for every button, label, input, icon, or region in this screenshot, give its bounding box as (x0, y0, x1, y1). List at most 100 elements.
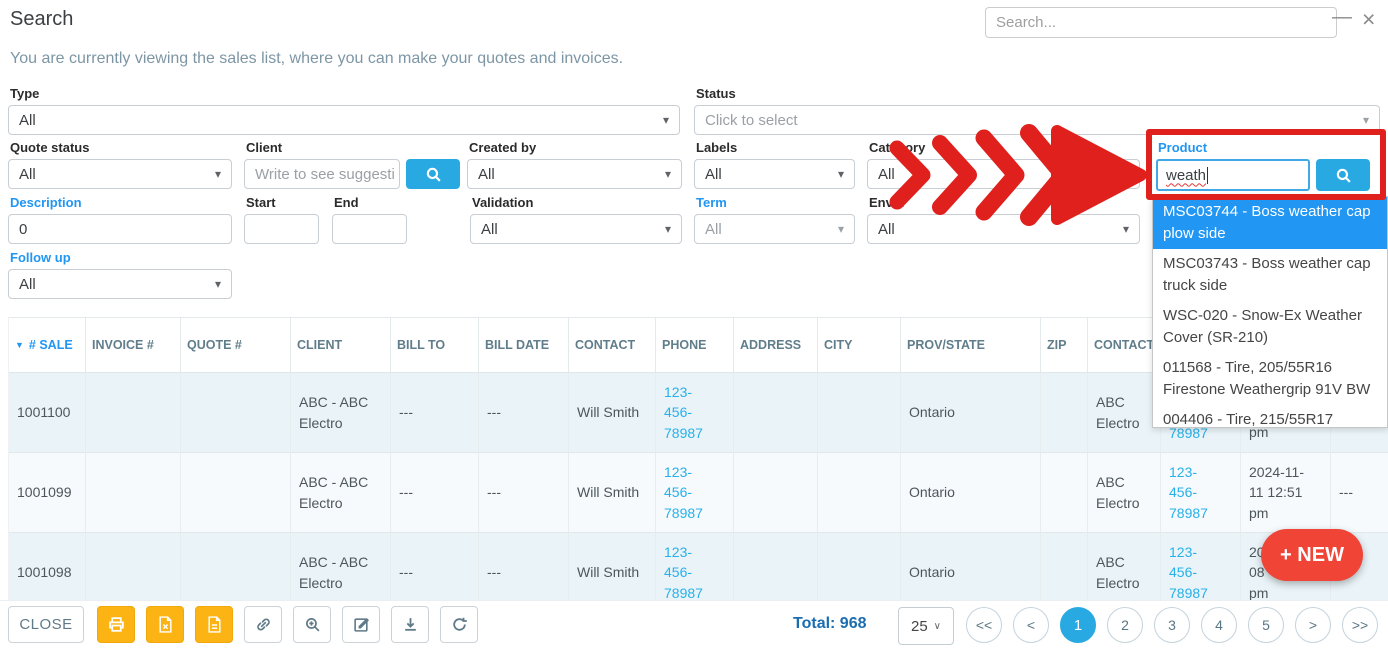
created-by-select[interactable]: All ▾ (467, 159, 682, 189)
end-date-input[interactable] (332, 214, 407, 244)
table-cell[interactable] (86, 453, 181, 533)
product-search-button[interactable] (1316, 159, 1370, 191)
column-header-phone[interactable]: PHONE (656, 318, 734, 373)
page-2-button[interactable]: 2 (1107, 607, 1143, 643)
last-page-button[interactable]: >> (1342, 607, 1378, 643)
suggestion-item[interactable]: 011568 - Tire, 205/55R16 Firestone Weath… (1163, 359, 1371, 398)
labels-select[interactable]: All ▾ (694, 159, 855, 189)
first-page-button[interactable]: << (966, 607, 1002, 643)
table-cell[interactable] (181, 453, 291, 533)
table-cell[interactable] (1041, 533, 1088, 600)
table-cell[interactable]: ABC - ABC Electro (291, 373, 391, 453)
table-cell[interactable]: Will Smith (569, 533, 656, 600)
phone-link[interactable]: 123- 456- 78987 (1161, 453, 1241, 533)
status-select[interactable]: Click to select ▾ (694, 105, 1380, 135)
table-cell[interactable] (1041, 373, 1088, 453)
table-cell[interactable]: --- (479, 373, 569, 453)
table-cell[interactable]: Will Smith (569, 373, 656, 453)
close-button[interactable]: CLOSE (8, 606, 84, 643)
global-search-input[interactable] (985, 7, 1337, 38)
page-1-button[interactable]: 1 (1060, 607, 1096, 643)
suggestion-item[interactable]: 004406 - Tire, 215/55R17 (1163, 411, 1334, 428)
table-cell[interactable]: ABC - ABC Electro (291, 533, 391, 600)
product-input[interactable]: weath (1156, 159, 1310, 191)
column-header-invoice[interactable]: INVOICE # (86, 318, 181, 373)
client-search-button[interactable] (406, 159, 460, 189)
table-cell[interactable]: --- (1331, 453, 1388, 533)
download-button[interactable] (391, 606, 429, 643)
column-header-city[interactable]: CITY (818, 318, 901, 373)
envoi-select[interactable]: All ▾ (867, 214, 1140, 244)
new-sale-button[interactable]: + NEW (1261, 529, 1363, 581)
column-header-client[interactable]: CLIENT (291, 318, 391, 373)
client-input[interactable]: Write to see suggesti (244, 159, 400, 189)
category-select[interactable]: All ▾ (867, 159, 1140, 189)
table-cell[interactable]: 1001100 (9, 373, 86, 453)
suggestion-item[interactable]: MSC03744 - Boss weather cap plow side (1153, 197, 1387, 249)
prev-page-button[interactable]: < (1013, 607, 1049, 643)
refresh-button[interactable] (440, 606, 478, 643)
phone-link[interactable]: 123- 456- 78987 (1161, 533, 1241, 600)
table-cell[interactable] (734, 453, 818, 533)
table-cell[interactable]: --- (391, 533, 479, 600)
table-cell[interactable]: --- (391, 373, 479, 453)
table-cell[interactable] (86, 373, 181, 453)
start-date-input[interactable] (244, 214, 319, 244)
copy-link-button[interactable] (244, 606, 282, 643)
table-cell[interactable]: ABC Electro (1088, 533, 1161, 600)
table-cell[interactable]: 1001099 (9, 453, 86, 533)
table-cell[interactable] (734, 373, 818, 453)
table-cell[interactable]: ABC Electro (1088, 453, 1161, 533)
page-5-button[interactable]: 5 (1248, 607, 1284, 643)
table-cell[interactable] (1041, 453, 1088, 533)
table-cell[interactable]: --- (479, 533, 569, 600)
table-cell[interactable]: 1001098 (9, 533, 86, 600)
suggestion-item[interactable]: WSC-020 - Snow-Ex Weather Cover (SR-210) (1163, 307, 1362, 346)
table-cell[interactable]: ABC Electro (1088, 373, 1161, 453)
page-3-button[interactable]: 3 (1154, 607, 1190, 643)
table-cell[interactable] (181, 533, 291, 600)
column-header-address[interactable]: ADDRESS (734, 318, 818, 373)
column-header-contact2[interactable]: CONTACT (1088, 318, 1161, 373)
print-button[interactable] (97, 606, 135, 643)
phone-link[interactable]: 123- 456- 78987 (656, 453, 734, 533)
column-header-contact[interactable]: CONTACT (569, 318, 656, 373)
page-4-button[interactable]: 4 (1201, 607, 1237, 643)
term-select[interactable]: All ▾ (694, 214, 855, 244)
column-header-quote[interactable]: QUOTE # (181, 318, 291, 373)
export-pdf-button[interactable] (195, 606, 233, 643)
column-header-prov-state[interactable]: PROV/STATE (901, 318, 1041, 373)
phone-link[interactable]: 123- 456- 78987 (656, 533, 734, 600)
table-cell[interactable]: Ontario (901, 533, 1041, 600)
quote-status-select[interactable]: All ▾ (8, 159, 232, 189)
table-cell[interactable] (818, 453, 901, 533)
edit-button[interactable] (342, 606, 380, 643)
type-select[interactable]: All ▾ (8, 105, 680, 135)
description-input[interactable]: 0 (8, 214, 232, 244)
table-cell[interactable] (86, 533, 181, 600)
suggestion-item[interactable]: MSC03743 - Boss weather cap truck side (1163, 255, 1371, 294)
follow-up-select[interactable]: All ▾ (8, 269, 232, 299)
table-cell[interactable] (818, 373, 901, 453)
zoom-in-button[interactable] (293, 606, 331, 643)
column-header-bill-to[interactable]: BILL TO (391, 318, 479, 373)
table-cell[interactable]: ABC - ABC Electro (291, 453, 391, 533)
column-header-sale[interactable]: ▼ # SALE (9, 318, 86, 373)
minimize-icon[interactable]: — (1332, 6, 1352, 28)
table-cell[interactable]: --- (391, 453, 479, 533)
table-cell[interactable]: Will Smith (569, 453, 656, 533)
next-page-button[interactable]: > (1295, 607, 1331, 643)
export-excel-button[interactable] (146, 606, 184, 643)
table-cell[interactable]: Ontario (901, 453, 1041, 533)
column-header-bill-date[interactable]: BILL DATE (479, 318, 569, 373)
table-cell[interactable] (181, 373, 291, 453)
table-cell[interactable]: 2024-11- 11 12:51 pm (1241, 453, 1331, 533)
table-cell[interactable] (818, 533, 901, 600)
validation-select[interactable]: All ▾ (470, 214, 682, 244)
table-cell[interactable]: Ontario (901, 373, 1041, 453)
column-header-zip[interactable]: ZIP (1041, 318, 1088, 373)
phone-link[interactable]: 123- 456- 78987 (656, 373, 734, 453)
page-size-select[interactable]: 25 ∨ (898, 607, 954, 645)
table-cell[interactable]: --- (479, 453, 569, 533)
close-icon[interactable]: × (1362, 6, 1376, 32)
